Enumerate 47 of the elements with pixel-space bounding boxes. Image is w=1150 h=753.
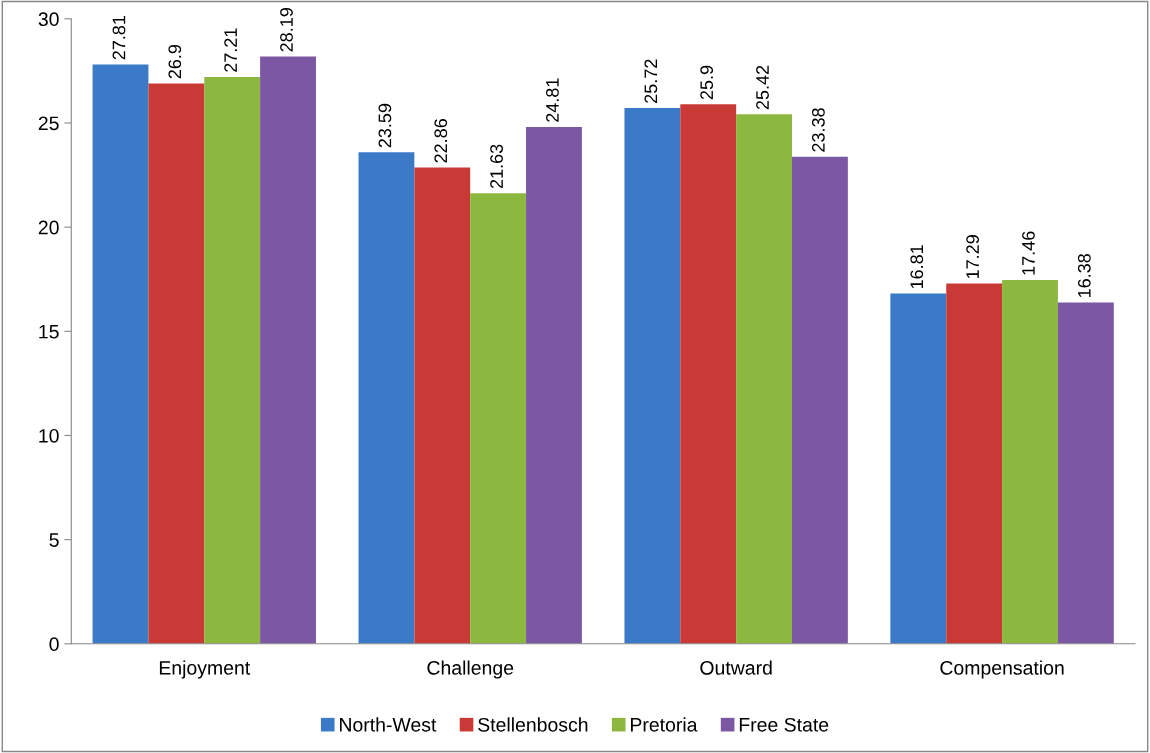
data-label: 17.46 (1022, 231, 1035, 275)
x-tick-label: Enjoyment (159, 660, 251, 679)
y-tick-label: 30 (38, 12, 59, 27)
x-tick-label: Outward (700, 660, 772, 675)
legend-label: Stellenbosch (478, 717, 588, 732)
bar (1002, 280, 1058, 644)
bar (946, 283, 1003, 644)
data-label: 25.9 (700, 65, 714, 100)
data-label: 25.42 (756, 65, 769, 110)
y-tick-label: 15 (39, 324, 59, 339)
bar (736, 114, 792, 644)
bar (358, 152, 415, 644)
data-label: 21.63 (490, 144, 503, 189)
data-label: 16.81 (910, 245, 924, 289)
data-label: 16.38 (1077, 254, 1091, 298)
data-label: 27.81 (112, 15, 126, 60)
bar (204, 76, 261, 644)
bar (414, 167, 471, 644)
data-label: 26.9 (168, 44, 182, 79)
x-tick-label: Challenge (427, 660, 514, 679)
y-tick-label: 20 (38, 220, 59, 235)
data-label: 22.86 (434, 119, 448, 163)
data-label: 24.81 (546, 78, 559, 122)
bar (92, 64, 149, 644)
bar (890, 293, 947, 644)
data-label: 23.59 (378, 103, 392, 148)
bar (680, 104, 737, 644)
data-label: 17.29 (966, 235, 979, 279)
y-tick-label: 0 (49, 637, 59, 652)
x-tick-label: Compensation (940, 660, 1064, 679)
bar (791, 156, 848, 644)
data-label: 23.38 (811, 108, 825, 152)
y-tick-label: 25 (38, 116, 59, 131)
bar (148, 83, 205, 644)
y-tick-label: 10 (39, 428, 59, 443)
data-label: 28.19 (280, 8, 293, 52)
bar (260, 56, 316, 644)
bar (1057, 302, 1114, 644)
bar (624, 107, 681, 644)
data-label: 25.72 (644, 59, 658, 103)
data-label: 27.21 (224, 28, 237, 72)
bar (526, 126, 582, 644)
legend-label: North-West (340, 717, 437, 732)
legend-label: Free State (739, 717, 829, 732)
y-tick-label: 5 (49, 533, 59, 547)
bar (470, 193, 527, 644)
legend-label: Pretoria (630, 717, 698, 732)
